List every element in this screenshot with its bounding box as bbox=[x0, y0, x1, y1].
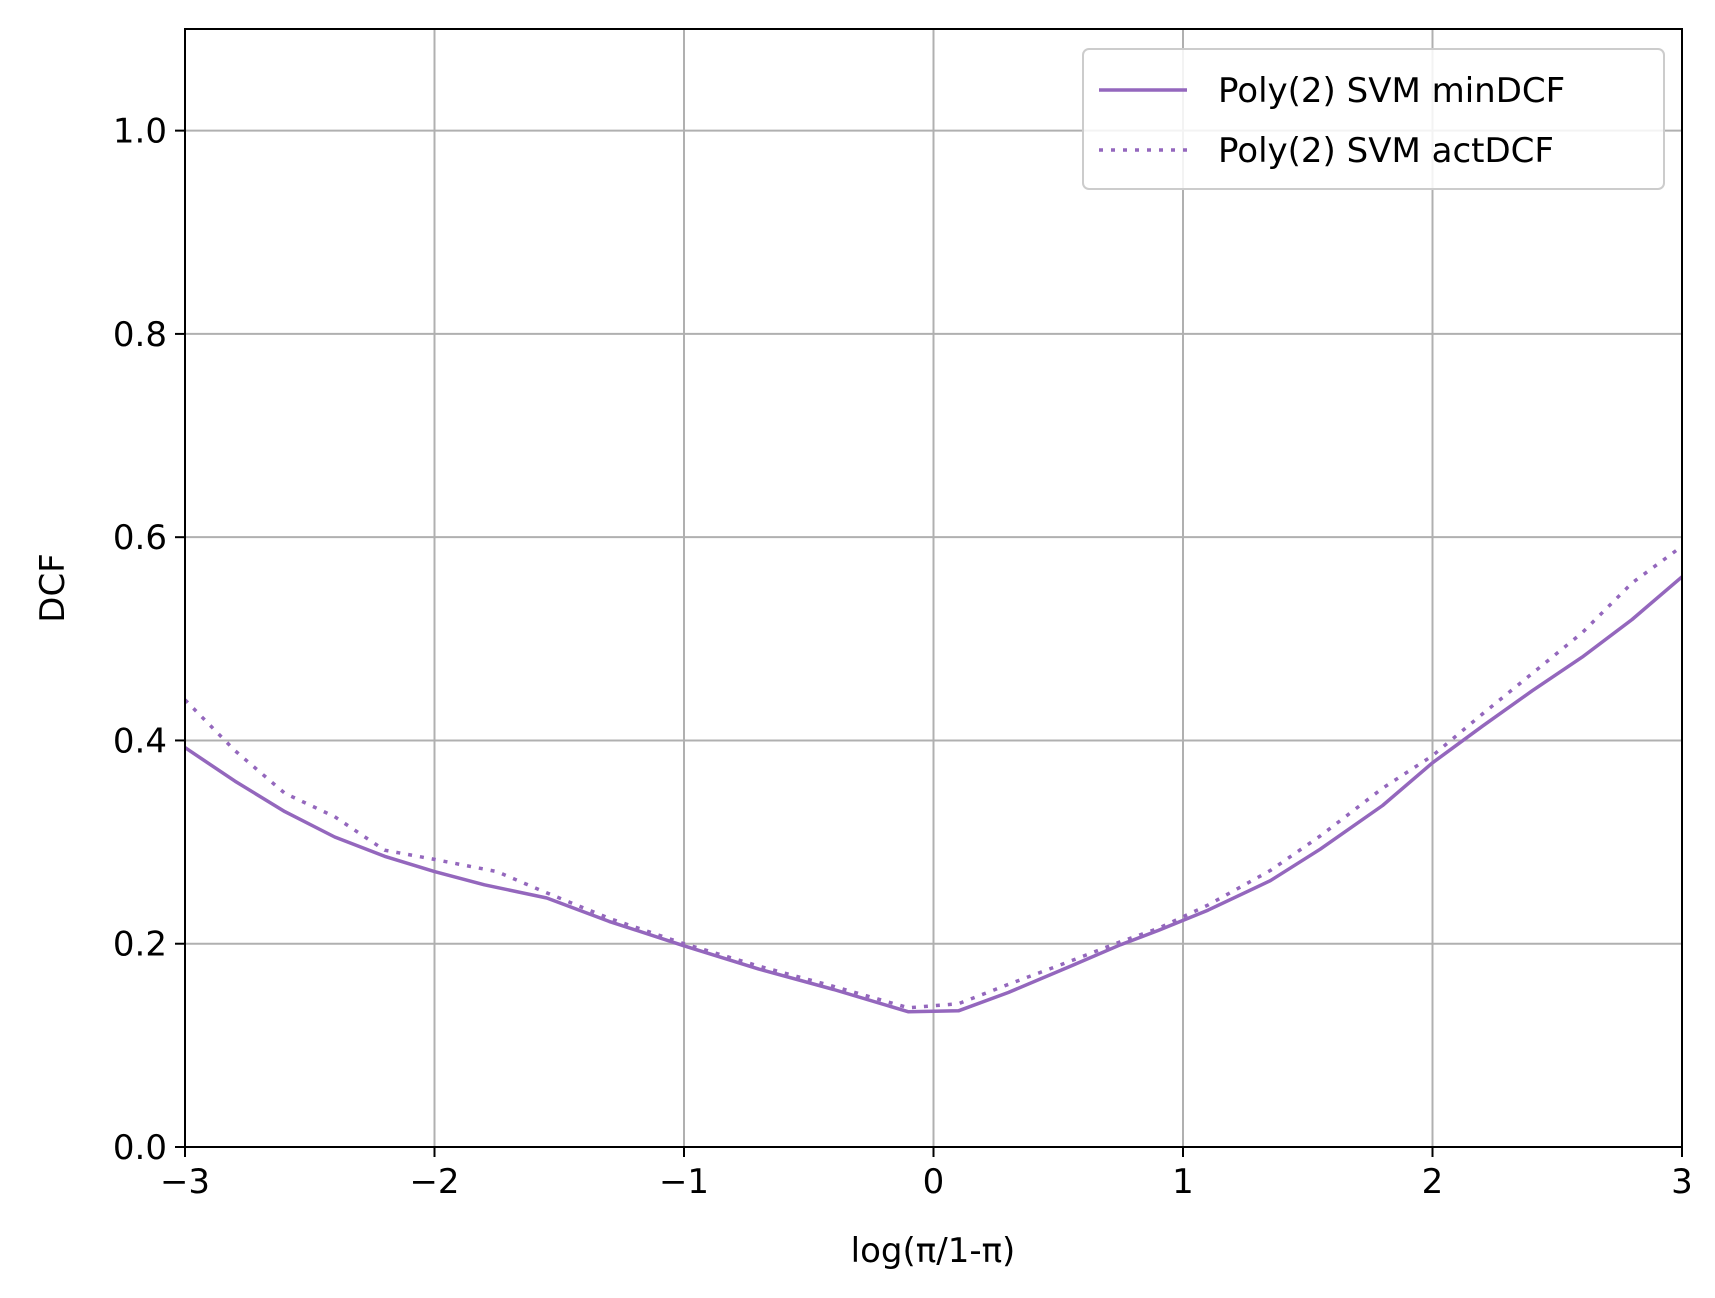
x-tick-label: 2 bbox=[1422, 1162, 1444, 1202]
x-tick-label: 3 bbox=[1671, 1162, 1693, 1202]
series-lines bbox=[183, 544, 1684, 1014]
axis-ticks: −3 −2 −1 0 1 2 3 0.0 0.2 0.4 0.6 0.8 1.0 bbox=[113, 112, 1693, 1202]
legend: Poly(2) SVM minDCF Poly(2) SVM actDCF bbox=[1082, 48, 1665, 190]
y-tick-label: 0.4 bbox=[113, 721, 167, 761]
y-axis-label: DCF bbox=[33, 553, 73, 622]
y-tick-label: 0.2 bbox=[113, 925, 167, 965]
legend-box bbox=[1082, 48, 1665, 190]
series-line-actdcf bbox=[183, 544, 1684, 1010]
y-tick-label: 0.6 bbox=[113, 518, 167, 558]
y-tick-label: 1.0 bbox=[113, 112, 167, 152]
x-tick-label: 1 bbox=[1172, 1162, 1194, 1202]
series-line-mindcf bbox=[184, 575, 1684, 1014]
x-tick-label: −2 bbox=[409, 1162, 459, 1202]
y-tick-label: 0.0 bbox=[113, 1128, 167, 1168]
x-axis-label: log(π/1-π) bbox=[851, 1231, 1016, 1271]
x-tick-label: −3 bbox=[160, 1162, 210, 1202]
legend-label-actdcf: Poly(2) SVM actDCF bbox=[1218, 131, 1554, 171]
legend-label-mindcf: Poly(2) SVM minDCF bbox=[1218, 71, 1565, 111]
y-tick-label: 0.8 bbox=[113, 315, 167, 355]
x-tick-label: −1 bbox=[659, 1162, 709, 1202]
x-tick-label: 0 bbox=[923, 1162, 945, 1202]
